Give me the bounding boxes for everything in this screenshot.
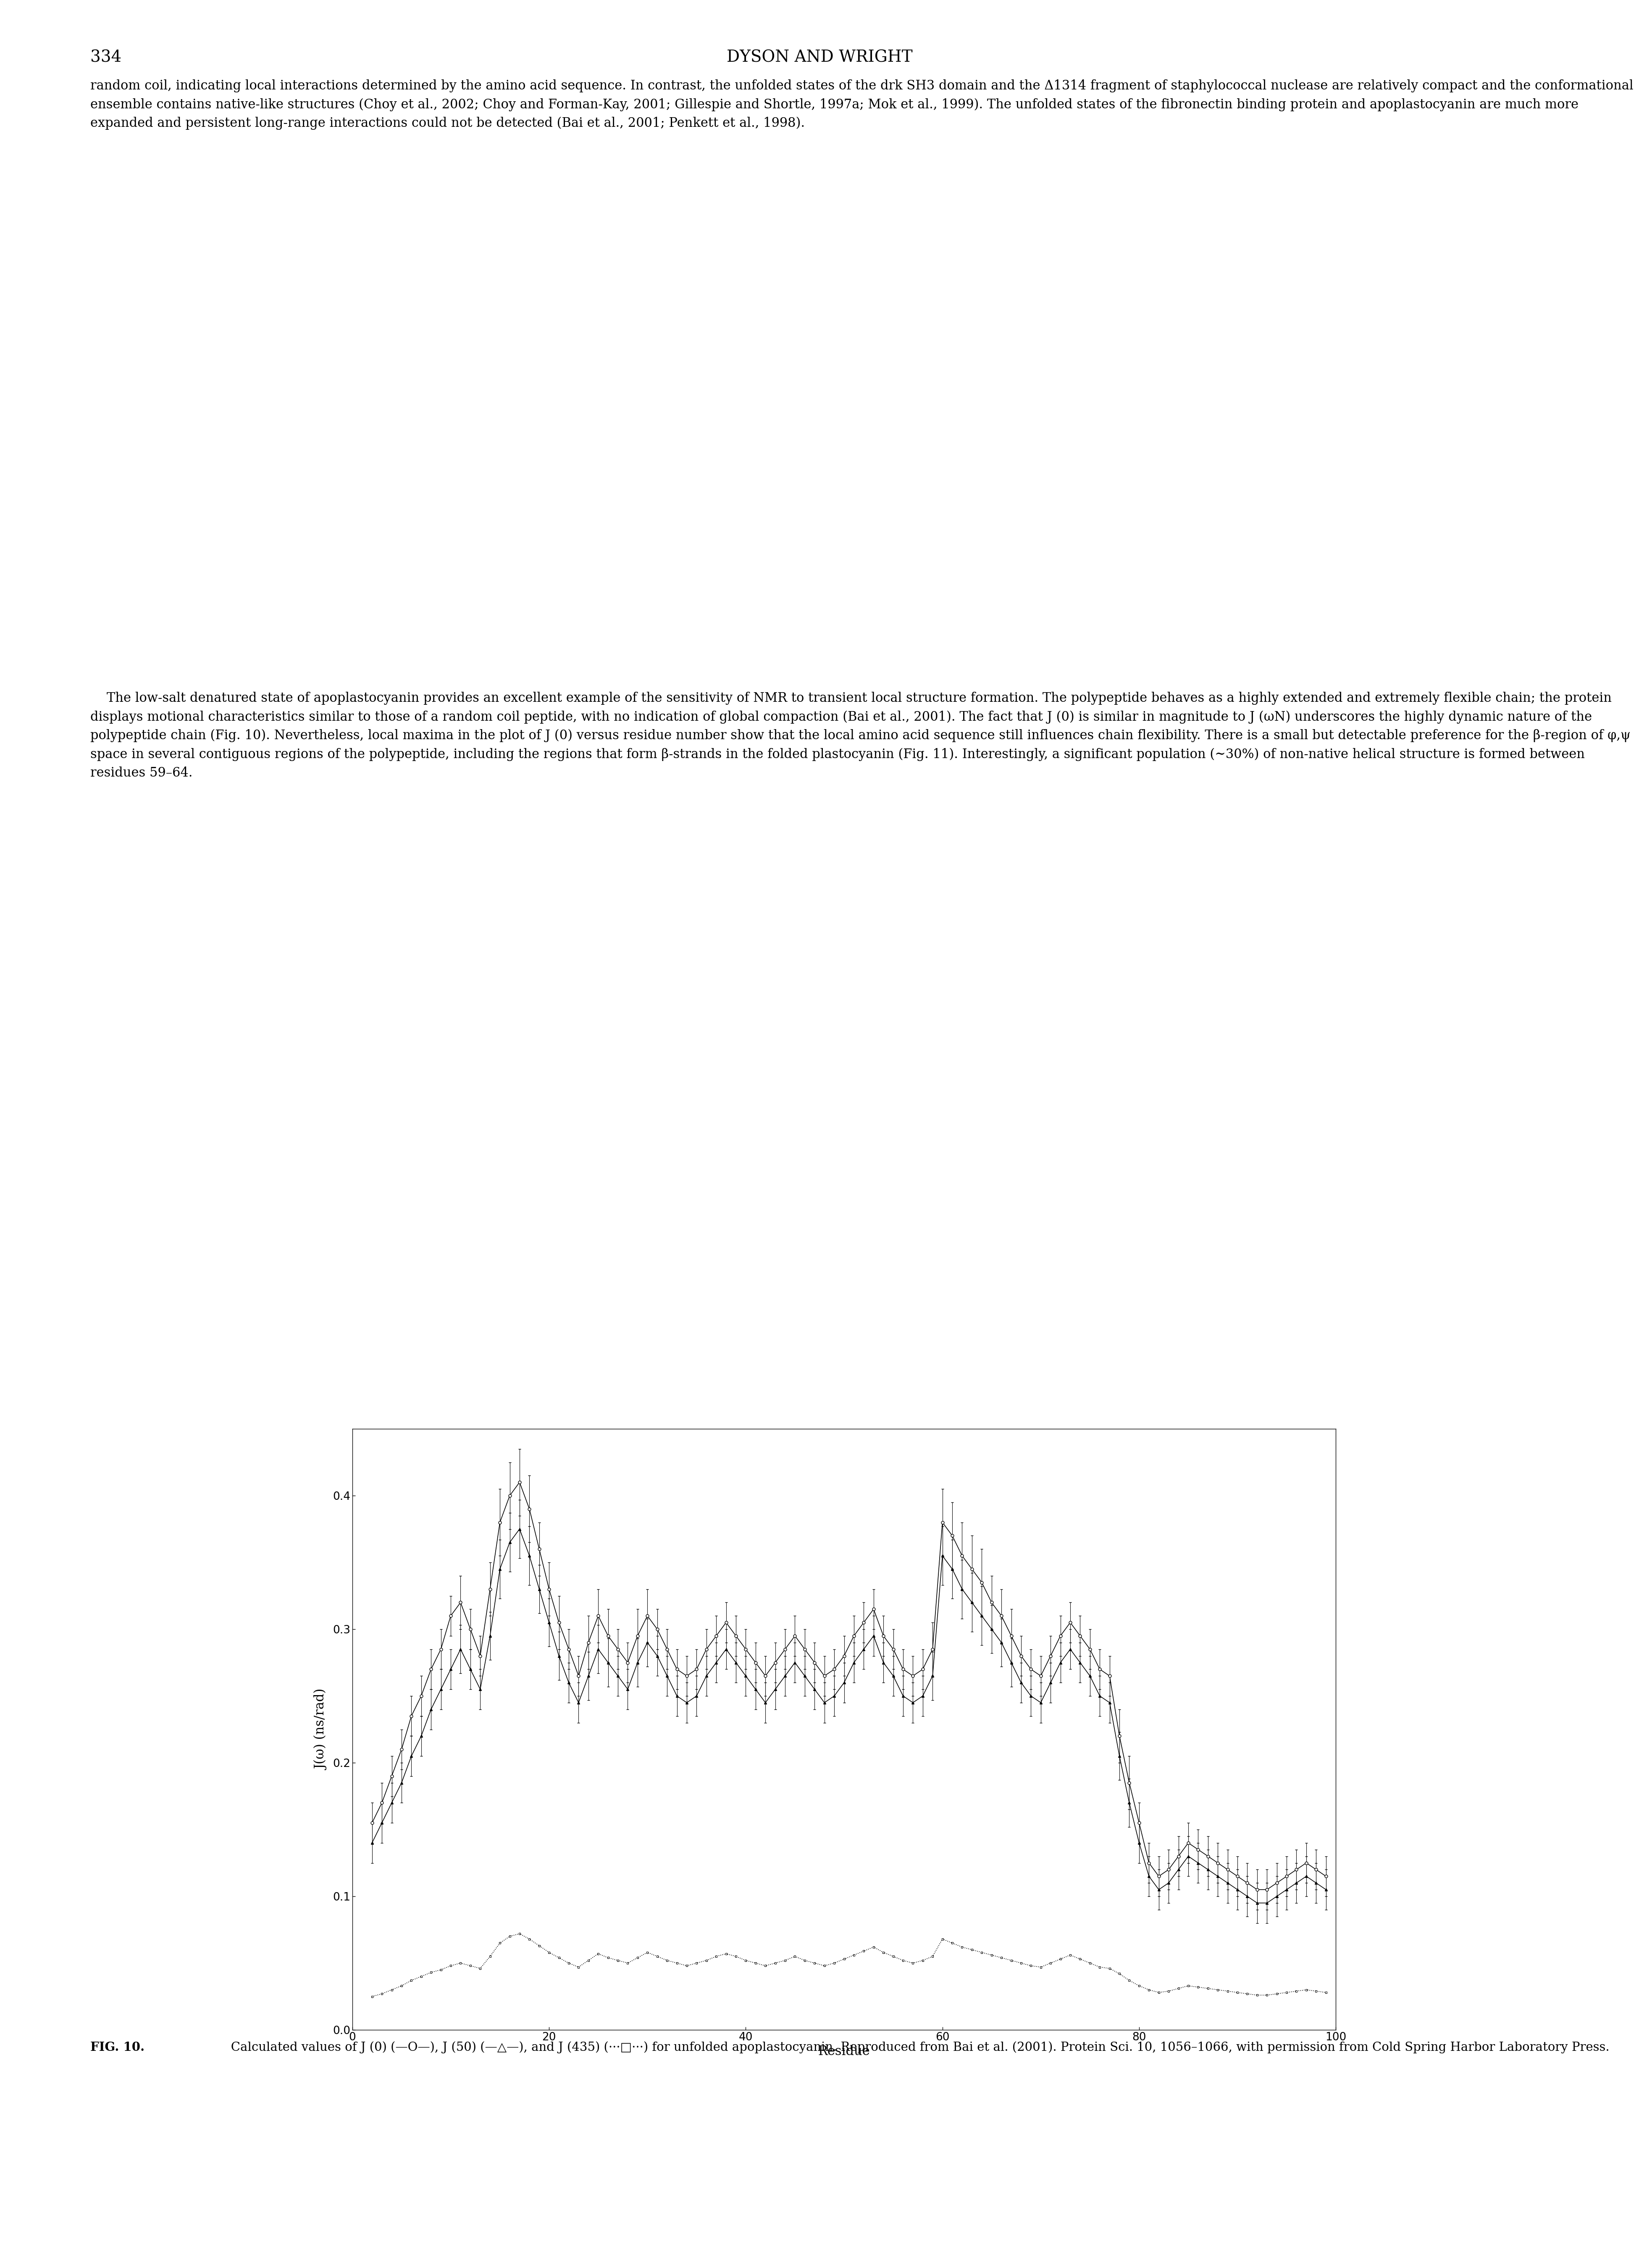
Text: random coil, indicating local interactions determined by the amino acid sequence: random coil, indicating local interactio… [90,79,1632,129]
Text: 334: 334 [90,50,121,66]
X-axis label: Residue: Residue [818,2046,870,2057]
Text: Calculated values of J (0) (—O—), J (50) (—△—), and J (435) (···□···) for unfold: Calculated values of J (0) (—O—), J (50)… [220,2041,1609,2053]
Y-axis label: J(ω) (ns/rad): J(ω) (ns/rad) [315,1690,328,1769]
Text: FIG. 10.: FIG. 10. [90,2041,144,2053]
Text: The low-salt denatured state of apoplastocyanin provides an excellent example of: The low-salt denatured state of apoplast… [90,692,1631,780]
Text: DYSON AND WRIGHT: DYSON AND WRIGHT [726,50,913,66]
